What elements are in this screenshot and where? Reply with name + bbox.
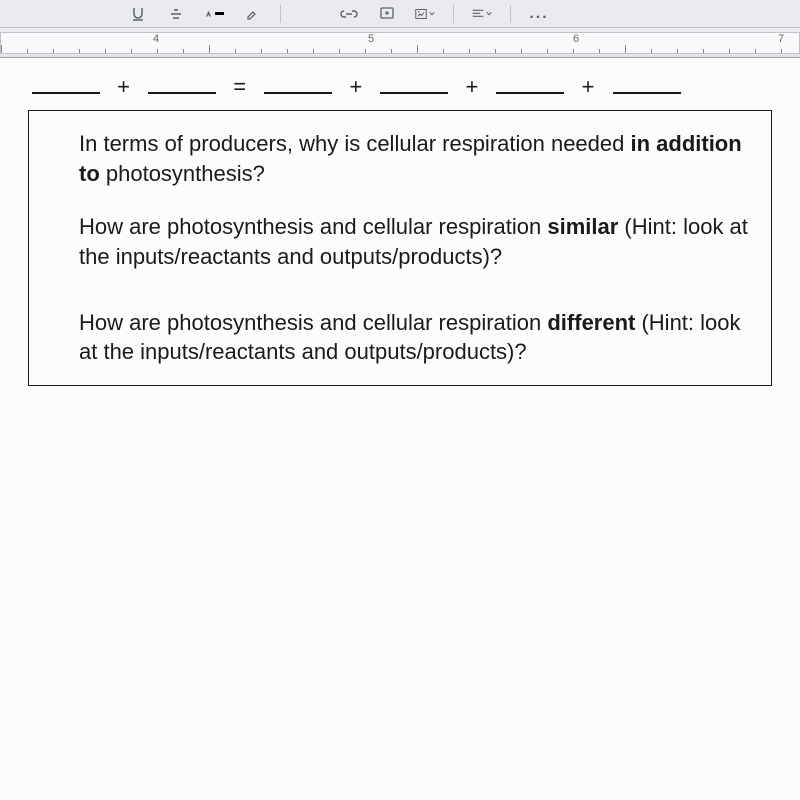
toolbar-separator — [280, 5, 281, 23]
ruler-mark: 6 — [573, 33, 579, 45]
question-1: In terms of producers, why is cellular r… — [79, 129, 755, 188]
image-icon[interactable] — [415, 4, 435, 24]
toolbar-separator — [453, 5, 454, 23]
link-icon[interactable] — [339, 4, 359, 24]
plus-sign: + — [117, 74, 131, 99]
plus-sign: + — [349, 74, 363, 99]
toolbar-separator — [510, 5, 511, 23]
question-text: How are photosynthesis and cellular resp… — [79, 214, 547, 239]
question-text: How are photosynthesis and cellular resp… — [79, 310, 547, 335]
plus-sign: + — [465, 74, 479, 99]
question-text: In terms of producers, why is cellular r… — [79, 131, 630, 156]
toolbar: ... — [0, 0, 800, 28]
align-icon[interactable] — [472, 4, 492, 24]
more-icon[interactable]: ... — [529, 4, 549, 24]
page-background: + = + + + In terms of producers, why is … — [0, 58, 800, 800]
plus-sign: + — [582, 74, 596, 99]
question-cell[interactable]: In terms of producers, why is cellular r… — [28, 110, 771, 385]
equation-blank[interactable] — [380, 76, 448, 94]
ruler[interactable]: 4 5 6 7 — [0, 28, 800, 58]
equation-blank[interactable] — [496, 76, 564, 94]
question-text: photosynthesis? — [100, 161, 265, 186]
ruler-mark: 4 — [153, 33, 159, 45]
underline-icon[interactable] — [128, 4, 148, 24]
equation-blank[interactable] — [148, 76, 216, 94]
ruler-mark: 5 — [368, 33, 374, 45]
question-bold: similar — [547, 214, 618, 239]
strikethrough-icon[interactable] — [166, 4, 186, 24]
question-3: How are photosynthesis and cellular resp… — [79, 308, 755, 367]
equation-blank[interactable] — [264, 76, 332, 94]
highlight-icon[interactable] — [242, 4, 262, 24]
question-bold: different — [547, 310, 635, 335]
equation-blank[interactable] — [32, 76, 100, 94]
question-table: In terms of producers, why is cellular r… — [28, 110, 772, 386]
equals-sign: = — [233, 74, 247, 99]
ruler-mark: 7 — [778, 33, 784, 45]
equation-blank[interactable] — [613, 76, 681, 94]
question-2: How are photosynthesis and cellular resp… — [79, 212, 755, 271]
text-color-icon[interactable] — [204, 4, 224, 24]
equation-row[interactable]: + = + + + — [28, 68, 772, 110]
add-comment-icon[interactable] — [377, 4, 397, 24]
document-page[interactable]: + = + + + In terms of producers, why is … — [0, 58, 800, 800]
